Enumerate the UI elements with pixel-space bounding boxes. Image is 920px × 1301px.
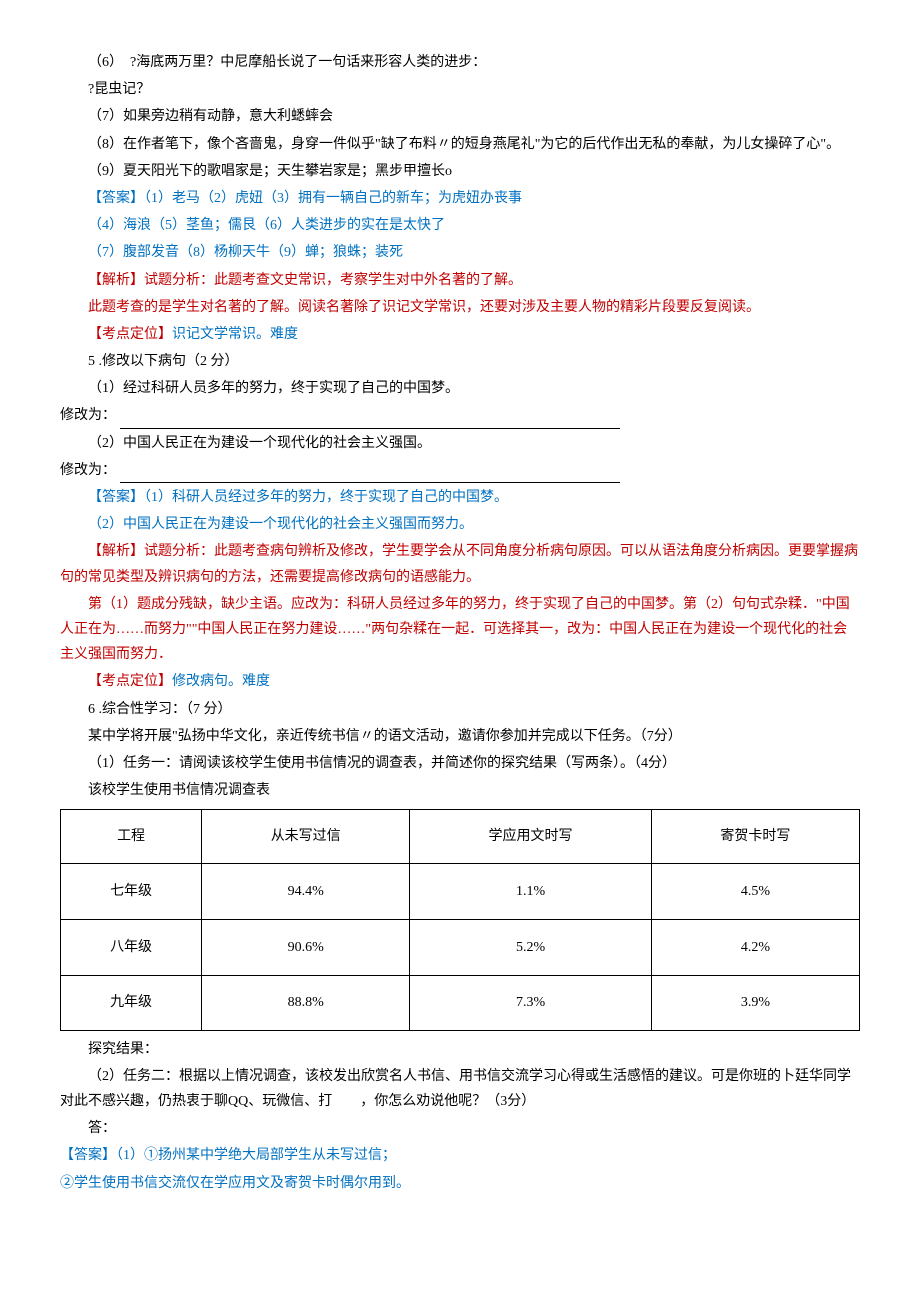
cell: 4.2% xyxy=(651,920,859,976)
q5-answer-2: （2）中国人民正在为建设一个现代化的社会主义强国而努力。 xyxy=(60,512,860,537)
fill-line-2 xyxy=(120,466,620,483)
table-header-row: 工程 从未写过信 学应用文时写 寄贺卡时写 xyxy=(61,810,860,864)
exam-point-2: 【考点定位】修改病句。难度 xyxy=(60,669,860,694)
answer-line-1: 【答案】（1）老马（2）虎妞（3）拥有一辆自己的新车；为虎妞办丧事 xyxy=(60,186,860,211)
q6-result-label: 探究结果： xyxy=(60,1037,860,1062)
analysis-prefix: 【解析】 xyxy=(88,273,144,288)
table-row: 九年级 88.8% 7.3% 3.9% xyxy=(61,976,860,1030)
fill-line-1 xyxy=(120,412,620,429)
point-text: 识记文学常识。难度 xyxy=(172,327,298,342)
th-0: 工程 xyxy=(61,810,202,864)
cell: 94.4% xyxy=(202,864,410,920)
th-1: 从未写过信 xyxy=(202,810,410,864)
cell: 九年级 xyxy=(61,976,202,1030)
paragraph-kunchongji: ?昆虫记？ xyxy=(60,77,860,102)
paragraph-9: （9）夏天阳光下的歌唱家是；天生攀岩家是；黑步甲擅长o xyxy=(60,159,860,184)
q6-p3: 该校学生使用书信情况调查表 xyxy=(60,778,860,803)
q5-title: 5 .修改以下病句（2 分） xyxy=(60,349,860,374)
q5-fix1: 修改为： xyxy=(60,403,860,428)
cell: 5.2% xyxy=(410,920,652,976)
q6-title: 6 .综合性学习：（7 分） xyxy=(60,697,860,722)
fix2-label: 修改为： xyxy=(60,463,116,478)
paragraph-8: （8）在作者笔下，像个吝啬鬼，身穿一件似乎"缺了布料〃的短身燕尾礼"为它的后代作… xyxy=(60,132,860,157)
q5-answer-1: 【答案】（1）科研人员经过多年的努力，终于实现了自己的中国梦。 xyxy=(60,485,860,510)
analysis2-prefix: 【解析】 xyxy=(88,544,144,559)
analysis-text1: 试题分析：此题考查文史常识，考察学生对中外名著的了解。 xyxy=(144,273,522,288)
cell: 七年级 xyxy=(61,864,202,920)
cell: 4.5% xyxy=(651,864,859,920)
q6-p2: （1）任务一：请阅读该校学生使用书信情况的调查表，并简述你的探究结果（写两条）。… xyxy=(60,751,860,776)
analysis-2: 【解析】试题分析：此题考查病句辨析及修改，学生要学会从不同角度分析病句原因。可以… xyxy=(60,539,860,589)
table-row: 七年级 94.4% 1.1% 4.5% xyxy=(61,864,860,920)
paragraph-7: （7）如果旁边稍有动静，意大利蟋蟀会 xyxy=(60,104,860,129)
table-row: 八年级 90.6% 5.2% 4.2% xyxy=(61,920,860,976)
analysis-1: 【解析】试题分析：此题考查文史常识，考察学生对中外名著的了解。 xyxy=(60,268,860,293)
cell: 90.6% xyxy=(202,920,410,976)
q6-answer-1: 【答案】（1）①扬州某中学绝大局部学生从未写过信； xyxy=(60,1143,860,1168)
cell: 八年级 xyxy=(61,920,202,976)
answer-line-3: （7）腹部发音（8）杨柳天牛（9）蝉；狼蛛；装死 xyxy=(60,240,860,265)
q5-sub2: （2）中国人民正在为建设一个现代化的社会主义强国。 xyxy=(60,431,860,456)
q6-answer-label: 答： xyxy=(60,1116,860,1141)
point-prefix: 【考点定位】 xyxy=(88,327,172,342)
fix1-label: 修改为： xyxy=(60,408,116,423)
q5-sub1: （1）经过科研人员多年的努力，终于实现了自己的中国梦。 xyxy=(60,376,860,401)
analysis-2-text2: 第（1）题成分残缺，缺少主语。应改为：科研人员经过多年的努力，终于实现了自己的中… xyxy=(60,592,860,668)
answer-line-2: （4）海浪（5）茎鱼；儒艮（6）人类进步的实在是太快了 xyxy=(60,213,860,238)
q6-answer-2: ②学生使用书信交流仅在学应用文及寄贺卡时偶尔用到。 xyxy=(60,1171,860,1196)
cell: 1.1% xyxy=(410,864,652,920)
exam-point-1: 【考点定位】识记文学常识。难度 xyxy=(60,322,860,347)
q6-task2: （2）任务二：根据以上情况调查，该校发出欣赏名人书信、用书信交流学习心得或生活感… xyxy=(60,1064,860,1114)
cell: 3.9% xyxy=(651,976,859,1030)
survey-table: 工程 从未写过信 学应用文时写 寄贺卡时写 七年级 94.4% 1.1% 4.5… xyxy=(60,809,860,1030)
analysis2-text1: 试题分析：此题考查病句辨析及修改，学生要学会从不同角度分析病句原因。可以从语法角… xyxy=(60,544,858,584)
point2-prefix: 【考点定位】 xyxy=(88,674,172,689)
q5-fix2: 修改为： xyxy=(60,458,860,483)
paragraph-6: （6） ?海底两万里？中尼摩船长说了一句话来形容人类的进步： xyxy=(60,50,860,75)
th-3: 寄贺卡时写 xyxy=(651,810,859,864)
q6-p1: 某中学将开展"弘扬中华文化，亲近传统书信〃的语文活动，邀请你参加并完成以下任务。… xyxy=(60,724,860,749)
th-2: 学应用文时写 xyxy=(410,810,652,864)
cell: 88.8% xyxy=(202,976,410,1030)
analysis-1-text2: 此题考查的是学生对名著的了解。阅读名著除了识记文学常识，还要对涉及主要人物的精彩… xyxy=(60,295,860,320)
cell: 7.3% xyxy=(410,976,652,1030)
point2-text: 修改病句。难度 xyxy=(172,674,270,689)
